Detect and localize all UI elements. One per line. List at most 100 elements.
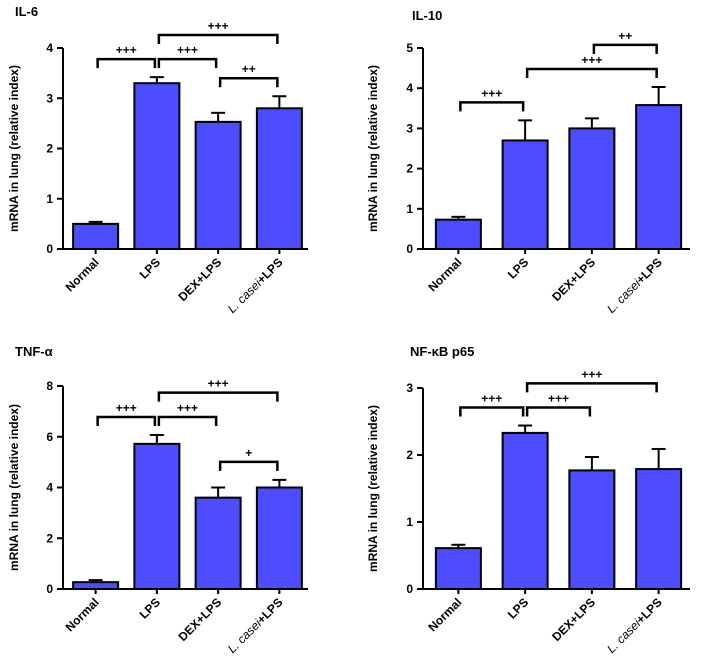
- x-tick-label-3: L. casei+LPS: [604, 595, 665, 656]
- bar-3: [255, 486, 303, 590]
- significance-label-2: +++: [208, 377, 229, 391]
- significance-bracket-3: [218, 76, 279, 88]
- x-tick-label-italic: L. casei: [225, 276, 264, 315]
- x-tick-label-2: DEX+LPS: [549, 595, 598, 644]
- y-tick-label: 0: [46, 242, 53, 256]
- x-tick-label-italic: L. casei: [225, 616, 264, 655]
- significance-bracket-1: [525, 67, 658, 78]
- x-tick-label-3: L. casei+LPS: [225, 595, 286, 656]
- y-tick-label: 4: [46, 481, 53, 495]
- y-tick-label: 8: [46, 379, 53, 393]
- significance-bracket-1: [157, 57, 218, 69]
- bar-1: [501, 431, 549, 591]
- significance-label-2: ++: [618, 29, 632, 43]
- x-tick-label-2: DEX+LPS: [175, 255, 224, 304]
- panel-2: TNF-α mRNA in lung (relative index) 0 2 4 6 8 N…: [7, 344, 308, 656]
- bar-0: [72, 222, 120, 250]
- panel-title: TNF-α: [15, 344, 53, 359]
- significance-bracket-3: [218, 460, 279, 471]
- x-tick-label-0: Normal: [63, 255, 102, 294]
- significance-label-0: +++: [481, 86, 502, 100]
- y-tick-label: 0: [406, 582, 413, 596]
- bar-0: [72, 581, 120, 590]
- y-tick-label: 1: [406, 202, 413, 216]
- x-tick-label-2: DEX+LPS: [175, 595, 224, 644]
- y-tick-label: 2: [46, 142, 53, 156]
- bar-0: [434, 218, 482, 251]
- significance-bracket-1: [157, 415, 218, 426]
- significance-bracket-0: [459, 101, 525, 112]
- bar-1: [133, 442, 181, 591]
- significance-label-1: +++: [177, 43, 198, 57]
- significance-label-2: +++: [208, 19, 229, 33]
- y-tick-label: 3: [46, 91, 53, 105]
- x-tick-label-italic: L. casei: [604, 616, 643, 655]
- y-tick-label: 6: [46, 430, 53, 444]
- x-tick-label-1: LPS: [505, 595, 531, 621]
- significance-bracket-0: [96, 57, 157, 69]
- y-axis-label: mRNA in lung (relative index): [366, 405, 380, 572]
- bar-1: [133, 82, 181, 250]
- significance-bracket-1: [525, 406, 592, 417]
- panel-title: IL-10: [412, 8, 442, 23]
- significance-label-3: +: [245, 446, 252, 460]
- x-tick-label-1: LPS: [137, 595, 163, 621]
- bar-2: [568, 127, 616, 250]
- y-axis-label: mRNA in lung (relative index): [366, 65, 380, 232]
- significance-bracket-0: [459, 406, 525, 417]
- y-axis-label: mRNA in lung (relative index): [7, 65, 21, 232]
- x-tick-label-3: L. casei+LPS: [225, 255, 286, 316]
- y-tick-label: 2: [406, 162, 413, 176]
- y-tick-label: 1: [406, 515, 413, 529]
- bar-2: [194, 496, 242, 590]
- significance-label-1: +++: [177, 401, 198, 415]
- panel-title: IL-6: [15, 4, 38, 19]
- significance-label-0: +++: [481, 392, 502, 406]
- significance-label-2: +++: [581, 367, 602, 381]
- x-tick-label-3: L. casei+LPS: [604, 255, 665, 316]
- bar-2: [568, 469, 616, 590]
- y-axis-label: mRNA in lung (relative index): [7, 404, 21, 571]
- y-tick-label: 1: [46, 192, 53, 206]
- significance-bracket-2: [157, 391, 279, 402]
- x-tick-label-suffix: +LPS: [633, 595, 664, 626]
- x-tick-label-2: DEX+LPS: [549, 255, 598, 304]
- bar-1: [501, 139, 549, 251]
- x-tick-label-suffix: +LPS: [633, 255, 664, 286]
- y-tick-label: 0: [46, 582, 53, 596]
- y-tick-label: 2: [406, 448, 413, 462]
- significance-label-0: +++: [116, 401, 137, 415]
- x-tick-label-1: LPS: [505, 255, 531, 281]
- x-tick-label-0: Normal: [425, 595, 464, 634]
- bar-3: [635, 104, 683, 250]
- y-tick-label: 3: [406, 381, 413, 395]
- x-tick-label-italic: L. casei: [604, 276, 643, 315]
- panel-title: NF-κB p65: [410, 344, 474, 359]
- significance-bracket-2: [525, 382, 658, 393]
- significance-bracket-2: [592, 43, 658, 54]
- y-tick-label: 4: [46, 41, 53, 55]
- y-tick-label: 2: [46, 531, 53, 545]
- significance-bracket-2: [157, 33, 279, 45]
- x-tick-label-suffix: +LPS: [254, 255, 285, 286]
- significance-label-1: +++: [548, 392, 569, 406]
- y-tick-label: 5: [406, 41, 413, 55]
- panel-1: IL-10 mRNA in lung (relative index) 0 1 2 3 4 5…: [366, 8, 690, 316]
- bar-3: [255, 107, 303, 250]
- x-tick-label-1: LPS: [137, 255, 163, 281]
- bar-2: [194, 120, 242, 250]
- panel-0: IL-6 mRNA in lung (relative index) 0 1 2 3 4 No…: [7, 4, 308, 316]
- x-tick-label-0: Normal: [63, 595, 102, 634]
- bar-3: [635, 468, 683, 591]
- bar-0: [434, 547, 482, 591]
- significance-label-3: ++: [242, 62, 256, 76]
- significance-label-1: +++: [581, 53, 602, 67]
- y-tick-label: 4: [406, 81, 413, 95]
- x-tick-label-0: Normal: [425, 255, 464, 294]
- x-tick-label-suffix: +LPS: [254, 595, 285, 626]
- significance-label-0: +++: [116, 43, 137, 57]
- panel-3: NF-κB p65 mRNA in lung (relative index) 0 1…: [366, 344, 690, 656]
- y-tick-label: 3: [406, 121, 413, 135]
